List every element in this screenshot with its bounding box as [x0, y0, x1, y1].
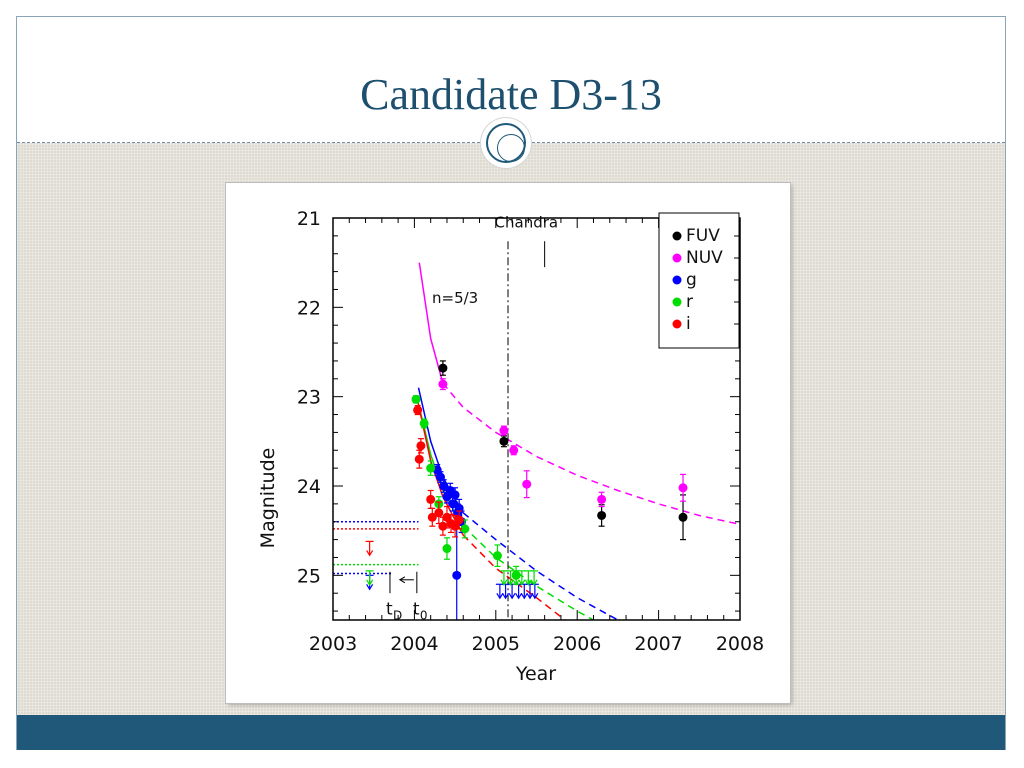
limit-arrow-head: [515, 592, 523, 600]
y-tick-label: 24: [297, 476, 321, 498]
time-arrow-head: [398, 576, 406, 584]
data-point-r: [442, 544, 452, 554]
legend-label-g: g: [686, 270, 697, 290]
data-point-i: [438, 521, 448, 531]
limit-arrow-head: [366, 584, 374, 591]
y-tick-label: 21: [297, 208, 321, 230]
plot-frame: [332, 217, 741, 621]
axes: 2003 2004 2005 2006 2007 2008 21 22 23 24 25: [297, 208, 764, 655]
slide-title: Candidate D3-13: [360, 70, 662, 119]
x-tick-label: 2003: [309, 633, 357, 655]
limit-arrow-head: [530, 579, 538, 587]
y-axis-label: Magnitude: [257, 448, 279, 549]
limit-arrow-head: [518, 579, 526, 587]
data-point-NUV: [597, 494, 607, 504]
limit-arrow-head: [531, 592, 539, 600]
data-point-FUV: [678, 512, 688, 522]
y-tick-label: 23: [297, 387, 321, 409]
limit-arrow-head: [506, 579, 514, 587]
data-point-r: [419, 418, 429, 428]
data-point-i: [414, 454, 424, 464]
x-axis-label: Year: [515, 663, 556, 685]
data-point-NUV: [499, 426, 509, 436]
limit-arrow-head: [508, 592, 516, 600]
fit-curve: [442, 382, 740, 526]
legend-marker-NUV: [672, 253, 682, 263]
data-point-i: [416, 441, 426, 451]
data-point-i: [413, 405, 423, 415]
data-point-r: [492, 551, 502, 561]
footer-bar: [17, 715, 1005, 750]
data-point-r: [460, 524, 470, 534]
data-points: [365, 360, 688, 620]
data-point-FUV: [597, 510, 607, 520]
data-point-NUV: [438, 379, 448, 389]
legend-marker-i: [672, 319, 682, 329]
data-point-NUV: [522, 479, 532, 489]
x-tick-label: 2004: [390, 633, 438, 655]
legend-marker-r: [672, 297, 682, 307]
ornament-inner-ring: [497, 134, 525, 162]
limit-arrow-head: [520, 592, 528, 600]
circle-ornament-icon: [481, 118, 531, 168]
legend-marker-FUV: [672, 231, 682, 241]
figure-panel: Chandra 2003 2004 2005 2006 2007 2008 21 22 23 24…: [226, 183, 790, 703]
limit-arrow-head: [524, 579, 532, 587]
fit-curve: [462, 534, 566, 620]
td-label: t: [386, 599, 393, 619]
legend-label-i: i: [686, 314, 691, 334]
data-point-FUV: [438, 363, 448, 373]
x-tick-label: 2005: [472, 633, 520, 655]
legend-marker-g: [672, 275, 682, 285]
data-point-g: [452, 570, 462, 580]
data-point-r: [411, 394, 421, 404]
data-point-g: [439, 481, 449, 491]
td-subscript: D: [393, 608, 402, 622]
data-point-r: [426, 463, 436, 473]
legend-box: [658, 212, 740, 349]
y-tick-label: 22: [297, 297, 321, 319]
limit-arrow-head: [526, 592, 534, 600]
legend-label-FUV: FUV: [686, 226, 720, 246]
data-point-i: [434, 508, 444, 518]
limit-arrow-head: [512, 579, 520, 587]
data-point-FUV: [499, 436, 509, 446]
limit-arrow-head: [366, 550, 374, 557]
data-point-i: [454, 515, 464, 525]
data-point-g: [450, 490, 460, 500]
t0-subscript: 0: [420, 608, 428, 622]
legend-label-r: r: [686, 292, 693, 312]
data-point-i: [427, 512, 437, 522]
data-point-NUV: [509, 445, 519, 455]
x-tick-label: 2006: [553, 633, 601, 655]
chandra-markers: Chandra: [495, 213, 559, 620]
chandra-label: Chandra: [495, 213, 559, 231]
light-curve-chart: Chandra 2003 2004 2005 2006 2007 2008 21 22 23 24…: [257, 208, 764, 685]
limit-arrow-head: [496, 592, 504, 600]
data-point-i: [426, 494, 436, 504]
y-tick-label: 25: [297, 565, 321, 587]
limit-arrow-head: [502, 592, 510, 600]
fit-label: n=5/3: [432, 289, 478, 307]
data-point-NUV: [678, 483, 688, 493]
fit-curve: [418, 262, 444, 384]
limit-arrow-head: [366, 579, 374, 587]
fit-curve: [462, 512, 619, 620]
legend-label-NUV: NUV: [686, 248, 723, 268]
x-tick-label: 2007: [634, 633, 682, 655]
x-tick-label: 2008: [716, 633, 764, 655]
fit-curve: [462, 525, 594, 620]
limit-arrow-head: [500, 579, 508, 587]
t0-label: t: [413, 599, 420, 619]
ornament-outer-ring: [486, 123, 526, 163]
